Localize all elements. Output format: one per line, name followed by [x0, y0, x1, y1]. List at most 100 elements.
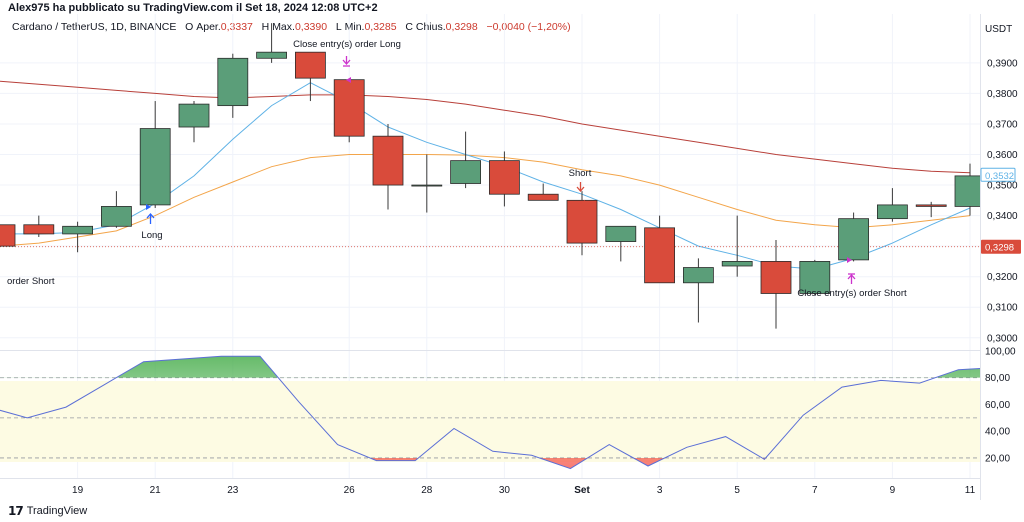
overbought-fill [116, 356, 980, 378]
candle-body [294, 51, 326, 79]
candle-body [760, 261, 792, 294]
candle-down [333, 79, 365, 143]
time-tick-label: 3 [657, 485, 663, 496]
price-tick-label: 0,3100 [987, 303, 1018, 314]
open-label: O [185, 21, 194, 33]
order-short-left-label: order Short [7, 276, 55, 287]
arrow-up-icon [847, 274, 856, 280]
symbol-name[interactable]: Cardano / TetherUS, 1D, BINANCE [12, 21, 177, 33]
candle-body [139, 128, 171, 206]
exit-triangle-icon [847, 257, 852, 263]
candle-body [915, 204, 947, 207]
candle-up [838, 212, 869, 262]
publisher-line: Alex975 ha pubblicato su TradingView.com… [8, 2, 378, 14]
oscillator-line [0, 355, 980, 470]
close-text: Chius. [415, 21, 446, 33]
candle-body [488, 160, 520, 195]
price-tags: 0,3532 0,3298 [980, 167, 1021, 254]
candle-body [566, 199, 598, 244]
price-axis[interactable]: 0,39000,38000,37000,36000,35000,34000,33… [987, 58, 1018, 344]
price-tick-label: 0,3200 [987, 272, 1018, 283]
time-tick-label: 28 [421, 485, 433, 496]
oscillator-tick-label: 40,00 [985, 427, 1010, 438]
long-marker: Long [141, 204, 163, 241]
candle-up [217, 53, 249, 118]
candle-body [217, 57, 249, 107]
oscillator-tick-label: 80,00 [985, 373, 1010, 384]
last-price-tag-box [981, 239, 1021, 254]
high-label: H [261, 21, 270, 33]
close-long-marker: Close entry(s) order Long [293, 39, 401, 83]
oscillator-tick-label: 100,00 [985, 347, 1016, 358]
candle-body [644, 227, 675, 284]
change-value: −0,0040 (−1,20%) [486, 21, 571, 33]
candle-down [644, 215, 675, 284]
candle-body [721, 261, 753, 267]
short-label: Short [569, 168, 592, 179]
close-short-marker: Close entry(s) order Short [797, 257, 907, 299]
arrow-down-icon [576, 186, 585, 192]
symbol-info: Cardano / TetherUS, 1D, BINANCE O Aper.0… [12, 21, 571, 33]
entry-triangle-icon [146, 204, 151, 210]
oscillator [0, 355, 980, 470]
candle-up [450, 131, 482, 189]
candle-body [527, 193, 559, 201]
footer-brand: TradingView [26, 505, 88, 517]
entry-triangle-icon [580, 200, 585, 206]
footer[interactable]: 𝟭𝟳 TradingView [8, 504, 87, 518]
candle-body [333, 79, 365, 137]
candle-down [372, 123, 404, 210]
exit-triangle-icon [346, 77, 351, 83]
time-tick-label: 7 [812, 485, 818, 496]
close-label: C [405, 21, 413, 33]
price-tick-label: 0,3800 [987, 89, 1018, 100]
time-tick-label: 9 [890, 485, 896, 496]
candle-body [954, 175, 980, 207]
price-tick-label: 0,3600 [987, 150, 1018, 161]
close-value: 0,3298 [445, 21, 478, 33]
candle-down [294, 51, 326, 102]
candle-body [450, 160, 482, 184]
high-value: 0,3390 [294, 21, 328, 33]
open-value: 0,3337 [220, 21, 253, 33]
price-tick-label: 0,3500 [987, 181, 1018, 192]
candle-body [0, 224, 16, 247]
arrow-down-icon [342, 59, 351, 65]
candle-body [605, 225, 637, 242]
low-label: L [335, 21, 342, 33]
candle-up [721, 215, 753, 277]
open-text: Aper. [196, 21, 221, 33]
candle-down [527, 183, 559, 201]
oscillator-axis: 100,00 80,00 60,00 40,00 20,00 [985, 347, 1016, 465]
candle-down [0, 224, 16, 247]
time-tick-label: 5 [734, 485, 740, 496]
tradingview-logo-icon: 𝟭𝟳 [8, 504, 24, 518]
long-label: Long [141, 230, 162, 241]
oscillator-tick-label: 20,00 [985, 453, 1010, 464]
short-marker: Short [569, 168, 592, 206]
candle-down [488, 151, 520, 207]
time-axis[interactable]: 19 21 23 26 28 30 Set 3 5 7 9 11 [72, 485, 976, 496]
candle-body [256, 51, 288, 59]
candle-up [877, 188, 908, 222]
candle-up [605, 225, 637, 262]
time-tick-label: 30 [499, 485, 511, 496]
price-tick-label: 0,3400 [987, 211, 1018, 222]
slow-ma-line [0, 80, 971, 174]
time-tick-label: 19 [72, 485, 84, 496]
ma-tag-box [980, 167, 1016, 182]
close-short-label: Close entry(s) order Short [797, 288, 907, 299]
price-tick-label: 0,3900 [987, 58, 1018, 69]
oscillator-band [0, 381, 980, 462]
candle-up [178, 101, 210, 143]
candle-body [62, 225, 93, 235]
last-price-tag: 0,3298 [985, 242, 1014, 253]
candle-up [799, 259, 831, 296]
currency-label[interactable]: USDT [985, 24, 1012, 35]
price-tick-label: 0,3700 [987, 119, 1018, 130]
candle-body [101, 206, 132, 227]
candle-body [372, 135, 404, 186]
candle-up [411, 154, 443, 213]
price-tick-label: 0,3000 [987, 333, 1018, 344]
